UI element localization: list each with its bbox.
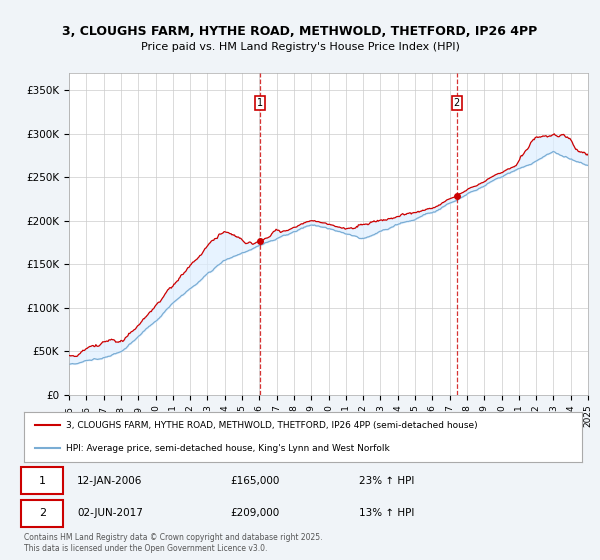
Text: 02-JUN-2017: 02-JUN-2017 [77, 508, 143, 518]
Text: 2: 2 [454, 98, 460, 108]
Text: 3, CLOUGHS FARM, HYTHE ROAD, METHWOLD, THETFORD, IP26 4PP (semi-detached house): 3, CLOUGHS FARM, HYTHE ROAD, METHWOLD, T… [66, 421, 478, 430]
Text: 13% ↑ HPI: 13% ↑ HPI [359, 508, 414, 518]
Text: Contains HM Land Registry data © Crown copyright and database right 2025.
This d: Contains HM Land Registry data © Crown c… [24, 533, 323, 553]
Text: £209,000: £209,000 [230, 508, 280, 518]
Text: 23% ↑ HPI: 23% ↑ HPI [359, 476, 414, 486]
Text: 1: 1 [257, 98, 263, 108]
Text: 2: 2 [39, 508, 46, 518]
Text: HPI: Average price, semi-detached house, King's Lynn and West Norfolk: HPI: Average price, semi-detached house,… [66, 444, 389, 453]
Text: £165,000: £165,000 [230, 476, 280, 486]
Text: 12-JAN-2006: 12-JAN-2006 [77, 476, 142, 486]
Text: 3, CLOUGHS FARM, HYTHE ROAD, METHWOLD, THETFORD, IP26 4PP: 3, CLOUGHS FARM, HYTHE ROAD, METHWOLD, T… [62, 25, 538, 38]
FancyBboxPatch shape [21, 500, 63, 526]
Text: 1: 1 [39, 476, 46, 486]
Text: Price paid vs. HM Land Registry's House Price Index (HPI): Price paid vs. HM Land Registry's House … [140, 42, 460, 52]
FancyBboxPatch shape [21, 468, 63, 494]
